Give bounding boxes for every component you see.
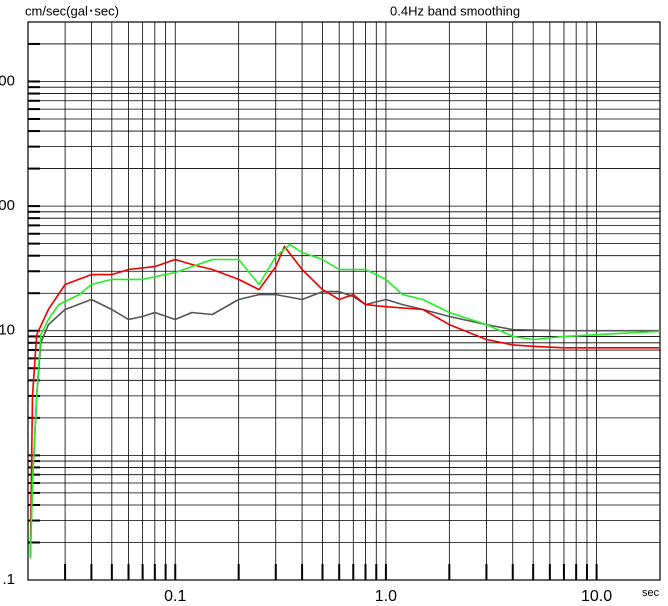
x-axis-label: sec [642, 587, 660, 599]
y-tick-label: .1 [2, 571, 15, 588]
series-line [29, 290, 660, 559]
x-tick-label: 0.1 [164, 588, 186, 605]
series-line [29, 245, 660, 559]
x-tick-label: 10.0 [581, 588, 612, 605]
series-line [29, 243, 660, 559]
x-tick-label: 1.0 [375, 588, 397, 605]
y-tick-label: 100 [0, 197, 15, 214]
chart-title: 0.4Hz band smoothing [390, 3, 520, 18]
y-tick-label: 1000 [0, 72, 15, 89]
y-axis-label: cm/sec(gal･sec) [25, 3, 119, 18]
y-tick-label: 10 [0, 322, 15, 339]
plot-frame [27, 21, 661, 581]
